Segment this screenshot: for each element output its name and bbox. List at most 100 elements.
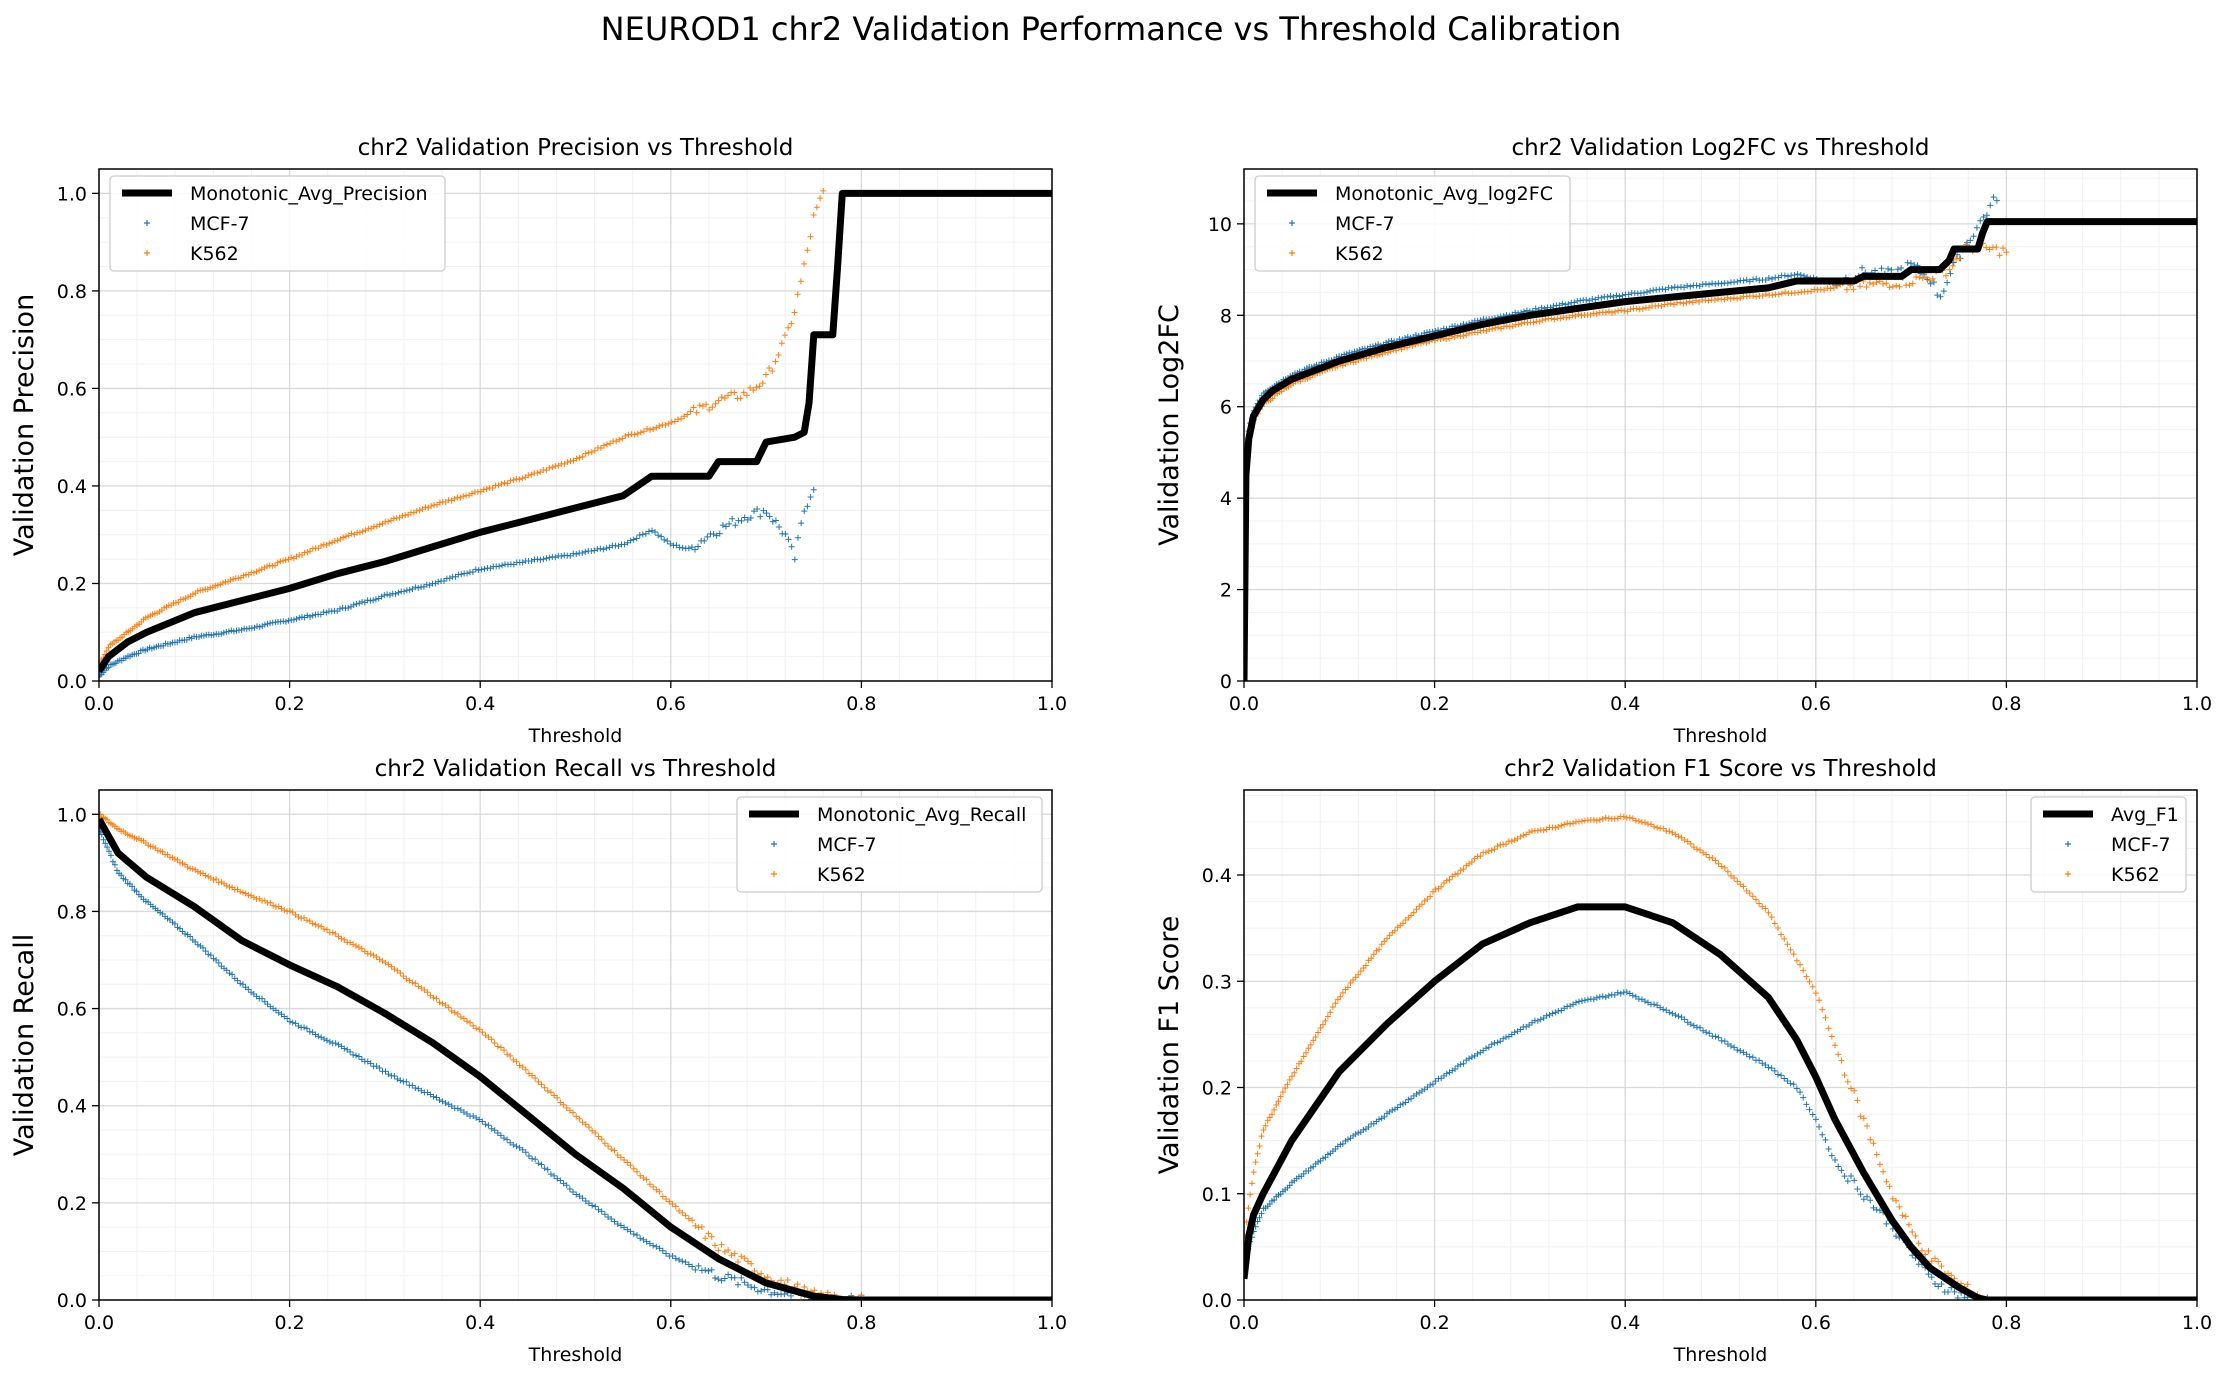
data-point [501,1047,508,1054]
data-point [1737,295,1744,302]
data-point [118,872,125,879]
data-point [627,1162,634,1169]
axes-frame [1243,789,2198,1301]
data-point [516,1144,523,1151]
data-point [341,1045,348,1052]
data-point [554,1094,561,1101]
data-point [1651,823,1658,830]
data-point [1825,1025,1832,1032]
data-point [782,530,789,537]
data-point [192,938,199,945]
data-point [331,537,338,544]
data-point [329,929,336,936]
data-point [1376,1116,1383,1123]
data-point [748,1260,755,1267]
data-point [356,600,363,607]
data-point [1408,1095,1415,1102]
data-point [1927,280,1934,287]
data-point [1734,278,1741,285]
data-point [1774,1071,1781,1078]
data-point [611,1147,618,1154]
data-point [1355,1129,1362,1136]
data-point [532,1156,539,1163]
data-point [1709,854,1716,861]
x-tick-label: 0.0 [1229,693,1259,715]
data-point [1569,312,1576,319]
data-point [1769,292,1776,299]
data-point [667,540,674,547]
data-point [1787,946,1794,953]
data-point [1700,1027,1707,1034]
data-point [303,917,310,924]
data-point [406,586,413,593]
data-point [738,517,745,524]
data-point [703,401,710,408]
data-point [538,1081,545,1088]
x-axis-label: Threshold [528,725,623,747]
data-point [1785,273,1791,280]
data-point [1256,1214,1263,1221]
data-point [776,524,783,531]
data-point [614,1221,621,1228]
data-point [1935,1283,1942,1290]
data-point [1987,202,1994,209]
data-point [1386,932,1393,939]
data-point [685,1261,692,1268]
data-point [415,1085,422,1092]
data-point [1954,1295,1961,1300]
data-point [756,383,763,390]
data-point [513,1143,520,1150]
data-point [1307,1041,1314,1048]
data-point [544,1087,551,1094]
data-point [1703,1029,1710,1036]
data-point [202,872,209,879]
data-point [543,467,550,474]
data-point [627,537,634,544]
data-point [685,1215,692,1222]
data-point [1494,843,1501,850]
data-point [595,1206,602,1213]
data-point [1636,306,1643,313]
data-point [1641,998,1648,1005]
data-point [557,1177,564,1184]
data-point [1948,1272,1955,1279]
data-point [485,1034,492,1041]
data-point [229,971,236,978]
data-point [1743,1051,1750,1058]
data-point [1864,1123,1871,1130]
series-k562-points [99,187,827,669]
data-point [570,1189,577,1196]
data-point [624,1159,631,1166]
data-point [475,567,482,574]
data-point [1746,890,1753,897]
data-point [1344,984,1351,991]
data-point [535,1160,542,1167]
data-point [1715,1034,1722,1041]
data-point [1822,1014,1829,1021]
data-point [1565,300,1572,307]
data-point [219,579,226,586]
data-point [658,533,665,540]
data-point [1618,307,1625,314]
data-point [105,848,112,855]
x-tick-label: 0.2 [1419,693,1449,715]
x-tick-label: 0.2 [274,693,304,715]
data-point [1743,276,1750,283]
data-point [1684,838,1691,845]
data-point [1457,1061,1464,1068]
data-point [738,1253,745,1260]
data-point [807,233,814,240]
data-point [412,980,419,987]
data-point [775,351,782,358]
data-point [743,392,750,399]
data-point [129,883,136,890]
data-point [785,536,792,543]
data-point [1605,308,1612,315]
data-point [1260,1126,1267,1133]
data-point [637,429,644,436]
data-point [1567,820,1574,827]
data-point [1633,305,1640,312]
data-point [378,593,385,600]
data-point [519,1064,526,1071]
data-point [788,543,795,550]
